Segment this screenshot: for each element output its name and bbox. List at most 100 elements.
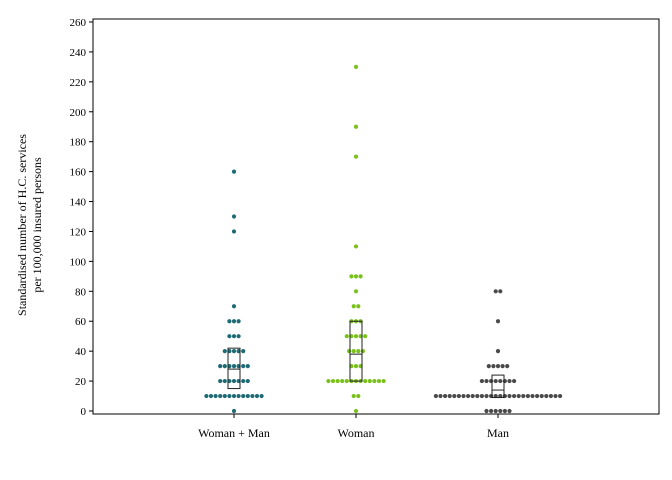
data-point xyxy=(489,378,494,384)
y-tick-label: 100 xyxy=(70,256,87,268)
data-point xyxy=(475,393,480,399)
data-point xyxy=(222,364,227,369)
data-point xyxy=(353,289,359,294)
data-point xyxy=(344,378,349,384)
data-point xyxy=(353,408,359,414)
data-point xyxy=(222,393,227,399)
iqr-box xyxy=(349,320,363,382)
data-point xyxy=(231,349,237,354)
data-point xyxy=(479,393,484,399)
x-axis: Woman + Man Woman Man xyxy=(198,414,509,440)
data-point xyxy=(353,124,359,129)
data-point xyxy=(351,393,356,399)
data-point xyxy=(452,393,457,399)
data-point xyxy=(335,378,340,384)
data-point xyxy=(470,393,475,399)
data-point xyxy=(245,378,250,384)
y-axis-title-line: per 100,000 insured persons xyxy=(30,157,44,293)
data-point xyxy=(241,393,246,399)
box-plots xyxy=(227,320,505,399)
data-point xyxy=(505,364,510,369)
y-tick-label: 220 xyxy=(70,77,87,89)
data-point xyxy=(231,334,237,339)
data-point xyxy=(241,349,246,354)
data-point xyxy=(231,214,237,219)
data-point xyxy=(347,349,352,354)
y-tick-label: 60 xyxy=(75,316,87,328)
data-point xyxy=(486,364,491,369)
data-point xyxy=(231,169,237,174)
data-point xyxy=(521,393,526,399)
y-tick-label: 160 xyxy=(70,167,87,179)
data-point xyxy=(353,244,359,249)
data-point xyxy=(227,334,232,339)
y-tick-label: 200 xyxy=(70,107,87,119)
data-point xyxy=(507,378,512,384)
data-point xyxy=(466,393,471,399)
data-point xyxy=(502,378,507,384)
y-axis-title: Standardised number of H.C. servicesper … xyxy=(15,134,44,316)
data-point xyxy=(358,274,363,279)
data-point xyxy=(241,364,246,369)
data-point xyxy=(498,378,503,384)
data-point xyxy=(250,393,255,399)
data-point xyxy=(222,378,227,384)
data-point xyxy=(227,319,232,324)
data-point xyxy=(511,393,517,399)
data-point xyxy=(498,289,503,294)
data-point xyxy=(353,64,359,69)
data-point xyxy=(245,393,250,399)
plot-area xyxy=(92,18,660,415)
data-point xyxy=(245,364,250,369)
data-point xyxy=(259,393,264,399)
data-point xyxy=(213,393,218,399)
data-point xyxy=(351,304,356,309)
data-point xyxy=(231,393,237,399)
data-point xyxy=(227,393,232,399)
data-point xyxy=(254,393,260,399)
y-tick-label: 0 xyxy=(81,406,87,418)
data-point xyxy=(367,378,372,384)
data-point xyxy=(218,364,223,369)
data-point xyxy=(222,349,227,354)
data-point xyxy=(484,393,489,399)
data-point xyxy=(360,349,365,354)
data-point xyxy=(326,378,331,384)
data-point xyxy=(447,393,452,399)
data-point xyxy=(484,378,489,384)
data-point xyxy=(236,334,241,339)
data-point xyxy=(356,393,361,399)
data-point xyxy=(461,393,466,399)
data-point xyxy=(489,408,494,414)
data-point xyxy=(539,393,544,399)
plot-border xyxy=(92,18,660,415)
data-point xyxy=(381,378,386,384)
data-point xyxy=(491,364,496,369)
data-point xyxy=(502,408,507,414)
y-tick-label: 80 xyxy=(75,286,87,298)
data-point xyxy=(349,274,354,279)
data-point xyxy=(507,393,512,399)
data-point xyxy=(438,393,443,399)
y-tick-label: 120 xyxy=(70,226,87,238)
x-category-label: Woman + Man xyxy=(198,426,270,440)
iqr-box xyxy=(491,374,505,399)
data-point xyxy=(495,364,501,369)
data-point xyxy=(353,364,359,369)
data-point xyxy=(204,393,209,399)
x-category-label: Man xyxy=(487,426,509,440)
data-point xyxy=(493,378,498,384)
data-point xyxy=(231,378,237,384)
data-point xyxy=(236,319,241,324)
data-point xyxy=(493,408,498,414)
data-point xyxy=(553,393,558,399)
y-tick-label: 180 xyxy=(70,137,87,149)
data-point xyxy=(495,349,501,354)
data-point xyxy=(356,349,361,354)
data-point xyxy=(351,349,356,354)
data-point xyxy=(530,393,535,399)
data-point xyxy=(498,408,503,414)
iqr-box xyxy=(227,347,241,390)
data-point xyxy=(231,319,237,324)
